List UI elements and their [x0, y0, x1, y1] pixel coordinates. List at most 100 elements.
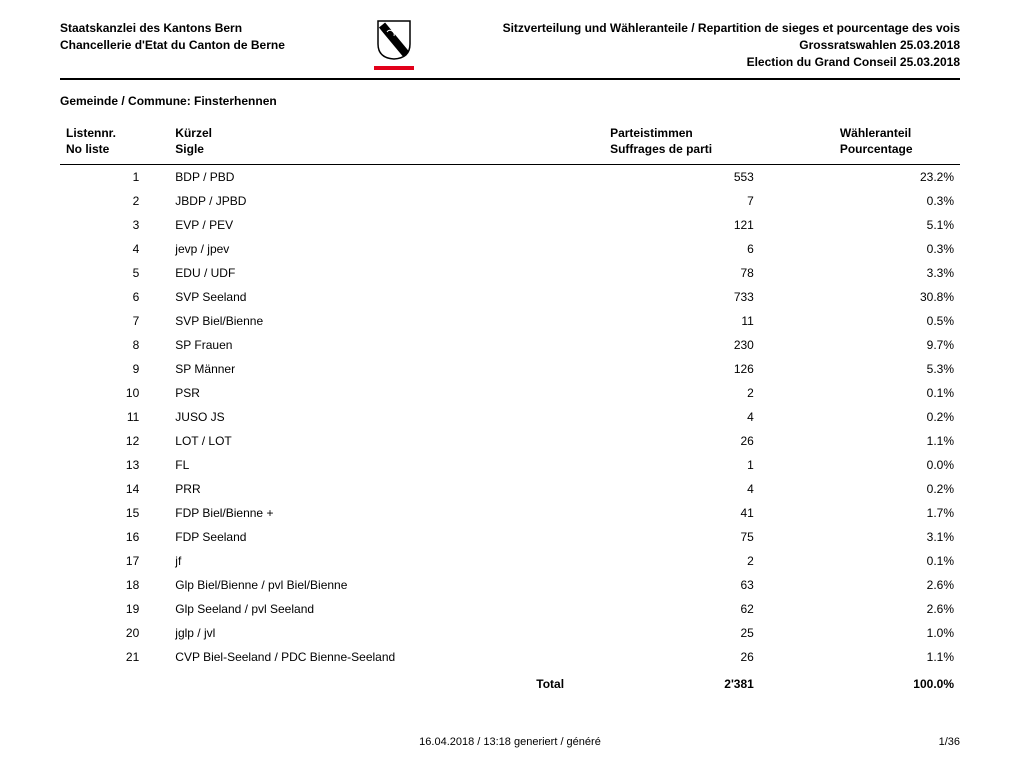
cell-nr: 1: [60, 164, 169, 189]
table-row: 2JBDP / JPBD70.3%: [60, 189, 960, 213]
cell-pct: 0.3%: [834, 189, 960, 213]
table-row: 17jf20.1%: [60, 549, 960, 573]
cell-nr: 16: [60, 525, 169, 549]
cell-votes: 11: [604, 309, 834, 333]
cell-votes: 25: [604, 621, 834, 645]
cell-votes: 553: [604, 164, 834, 189]
col-header-sigle: Kürzel Sigle: [169, 122, 604, 164]
cell-votes: 78: [604, 261, 834, 285]
cell-sigle: BDP / PBD: [169, 164, 604, 189]
table-row: 4jevp / jpev60.3%: [60, 237, 960, 261]
cell-votes: 4: [604, 405, 834, 429]
cell-sigle: Glp Seeland / pvl Seeland: [169, 597, 604, 621]
cell-pct: 9.7%: [834, 333, 960, 357]
cell-sigle: SVP Seeland: [169, 285, 604, 309]
cell-votes: 126: [604, 357, 834, 381]
cell-pct: 1.1%: [834, 645, 960, 669]
col-header-pct: Wähleranteil Pourcentage: [834, 122, 960, 164]
cell-sigle: SVP Biel/Bienne: [169, 309, 604, 333]
red-bar-icon: [374, 66, 414, 70]
cell-votes: 26: [604, 645, 834, 669]
cell-sigle: SP Frauen: [169, 333, 604, 357]
cell-nr: 9: [60, 357, 169, 381]
cell-votes: 63: [604, 573, 834, 597]
cell-pct: 0.2%: [834, 405, 960, 429]
cell-nr: 15: [60, 501, 169, 525]
header-left: Staatskanzlei des Kantons Bern Chancelle…: [60, 20, 285, 54]
table-row: 10PSR20.1%: [60, 381, 960, 405]
table-row: 5EDU / UDF783.3%: [60, 261, 960, 285]
cell-nr: 20: [60, 621, 169, 645]
cell-sigle: EDU / UDF: [169, 261, 604, 285]
table-row: 15FDP Biel/Bienne +411.7%: [60, 501, 960, 525]
cell-nr: 14: [60, 477, 169, 501]
cell-sigle: CVP Biel-Seeland / PDC Bienne-Seeland: [169, 645, 604, 669]
cell-pct: 5.3%: [834, 357, 960, 381]
cell-votes: 2: [604, 381, 834, 405]
total-row: Total 2'381 100.0%: [60, 669, 960, 696]
commune-heading: Gemeinde / Commune: Finsterhennen: [60, 94, 960, 108]
cell-pct: 0.0%: [834, 453, 960, 477]
cell-sigle: EVP / PEV: [169, 213, 604, 237]
cell-nr: 17: [60, 549, 169, 573]
cell-sigle: JBDP / JPBD: [169, 189, 604, 213]
cell-pct: 2.6%: [834, 573, 960, 597]
header-rule: [60, 78, 960, 80]
cell-pct: 1.0%: [834, 621, 960, 645]
cell-nr: 3: [60, 213, 169, 237]
cell-pct: 1.1%: [834, 429, 960, 453]
cell-votes: 75: [604, 525, 834, 549]
cell-pct: 30.8%: [834, 285, 960, 309]
total-label: Total: [169, 669, 604, 696]
cell-nr: 13: [60, 453, 169, 477]
cell-pct: 3.1%: [834, 525, 960, 549]
cell-sigle: FDP Biel/Bienne +: [169, 501, 604, 525]
table-row: 3EVP / PEV1215.1%: [60, 213, 960, 237]
footer-generated: 16.04.2018 / 13:18 generiert / généré: [120, 736, 900, 748]
cell-nr: 19: [60, 597, 169, 621]
cell-sigle: jglp / jvl: [169, 621, 604, 645]
table-row: 11JUSO JS40.2%: [60, 405, 960, 429]
cell-votes: 7: [604, 189, 834, 213]
cell-pct: 0.1%: [834, 381, 960, 405]
cell-votes: 230: [604, 333, 834, 357]
col-header-sigle-text: Kürzel Sigle: [175, 126, 212, 156]
total-pct: 100.0%: [834, 669, 960, 696]
cell-sigle: jf: [169, 549, 604, 573]
cell-votes: 1: [604, 453, 834, 477]
title-line3: Election du Grand Conseil 25.03.2018: [503, 54, 960, 71]
cell-nr: 18: [60, 573, 169, 597]
cell-votes: 62: [604, 597, 834, 621]
cell-nr: 7: [60, 309, 169, 333]
cell-votes: 6: [604, 237, 834, 261]
table-row: 16FDP Seeland753.1%: [60, 525, 960, 549]
cell-nr: 11: [60, 405, 169, 429]
footer-page: 1/36: [900, 736, 960, 748]
issuer-de: Staatskanzlei des Kantons Bern: [60, 20, 285, 37]
table-row: 21CVP Biel-Seeland / PDC Bienne-Seeland2…: [60, 645, 960, 669]
cell-votes: 121: [604, 213, 834, 237]
cell-nr: 5: [60, 261, 169, 285]
cell-sigle: SP Männer: [169, 357, 604, 381]
table-row: 14PRR40.2%: [60, 477, 960, 501]
col-header-pct-text: Wähleranteil Pourcentage: [840, 126, 913, 156]
table-row: 12LOT / LOT261.1%: [60, 429, 960, 453]
cell-nr: 8: [60, 333, 169, 357]
title-line2: Grossratswahlen 25.03.2018: [503, 37, 960, 54]
cell-votes: 4: [604, 477, 834, 501]
cell-votes: 26: [604, 429, 834, 453]
page-header: Staatskanzlei des Kantons Bern Chancelle…: [60, 20, 960, 70]
cell-pct: 0.5%: [834, 309, 960, 333]
table-row: 13FL10.0%: [60, 453, 960, 477]
cell-votes: 2: [604, 549, 834, 573]
table-row: 20jglp / jvl251.0%: [60, 621, 960, 645]
cell-nr: 6: [60, 285, 169, 309]
cell-sigle: PSR: [169, 381, 604, 405]
cell-sigle: PRR: [169, 477, 604, 501]
col-header-votes: Parteistimmen Suffrages de parti: [604, 122, 834, 164]
table-row: 18Glp Biel/Bienne / pvl Biel/Bienne632.6…: [60, 573, 960, 597]
cell-pct: 0.1%: [834, 549, 960, 573]
cell-votes: 41: [604, 501, 834, 525]
cell-pct: 23.2%: [834, 164, 960, 189]
cell-nr: 10: [60, 381, 169, 405]
